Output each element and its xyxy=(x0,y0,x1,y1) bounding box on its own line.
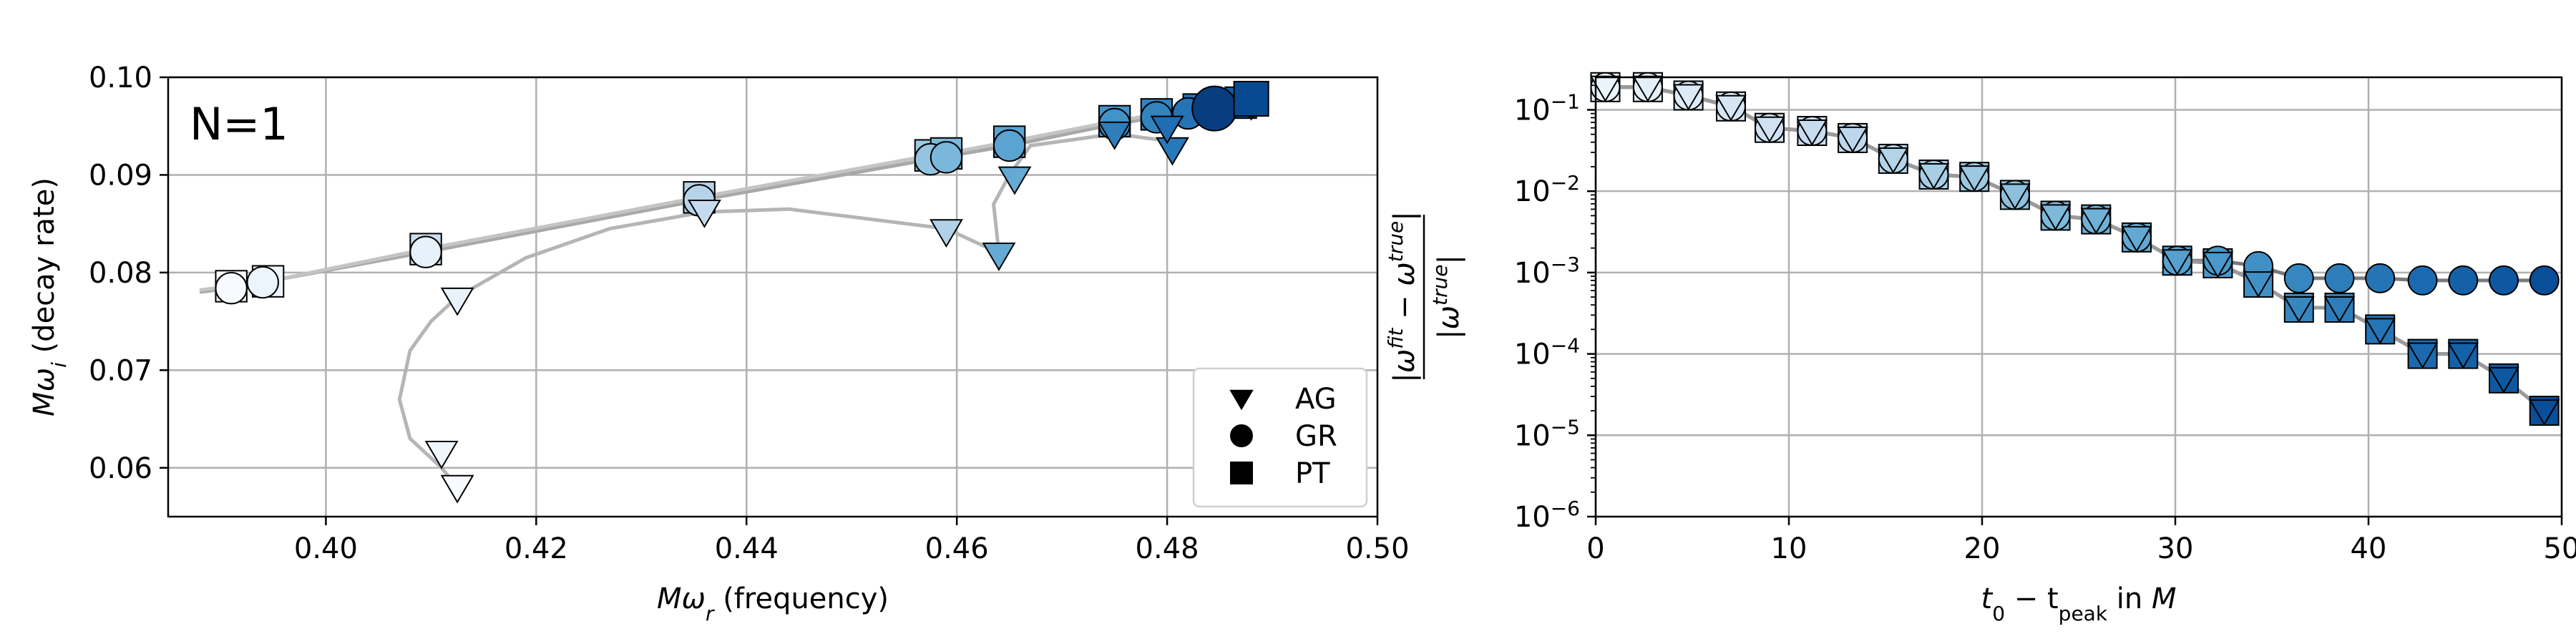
right-point-ag xyxy=(2039,204,2072,231)
right-point-ag xyxy=(1958,165,1990,192)
left-ytick-label: 0.10 xyxy=(89,62,152,94)
right-point-ag xyxy=(2488,366,2519,394)
legend-label-pt: PT xyxy=(1295,457,1330,490)
left-xtick-label: 0.42 xyxy=(504,532,568,565)
left-xtick-label: 0.50 xyxy=(1345,532,1409,565)
left-point-gr xyxy=(215,272,248,305)
left-point-ag xyxy=(424,441,459,469)
left-point-gr xyxy=(1191,85,1238,132)
right-point-ag xyxy=(1999,183,2031,210)
right-point-ag xyxy=(2283,296,2315,323)
right-point-ag xyxy=(1715,94,1747,122)
left-x-axis-label: Mωr (frequency) xyxy=(657,582,889,625)
right-point-ag xyxy=(2121,225,2152,253)
left-point-gr xyxy=(930,141,963,174)
left-xtick-label: 0.46 xyxy=(925,532,989,565)
right-ytick-label: 10−2 xyxy=(1514,171,1580,209)
left-ytick-label: 0.08 xyxy=(89,257,152,290)
legend-label-gr: GR xyxy=(1295,420,1337,453)
right-point-gr xyxy=(2365,263,2396,293)
right-series-ag xyxy=(1589,75,2560,426)
right-point-ag xyxy=(1837,126,1868,153)
left-point-ag xyxy=(1150,115,1184,145)
left-xtick-label: 0.44 xyxy=(715,532,779,565)
right-xtick-label: 40 xyxy=(2351,532,2387,565)
right-y-axis-label: |ωfit − ωtrue||ωtrue| xyxy=(1384,211,1466,382)
left-ytick-label: 0.09 xyxy=(89,159,152,192)
legend-box xyxy=(1192,367,1368,508)
right-point-ag xyxy=(1672,84,1704,111)
legend-label-ag: AG xyxy=(1295,383,1337,416)
left-point-ag xyxy=(982,243,1016,271)
right-point-ag xyxy=(2202,251,2234,278)
left-annotation: N=1 xyxy=(190,98,288,150)
right-point-ag xyxy=(1796,119,1828,146)
right-plot-area xyxy=(1596,77,2562,517)
left-point-ag xyxy=(1098,121,1132,150)
left-point-gr xyxy=(409,235,442,268)
left-xtick-label: 0.48 xyxy=(1136,532,1199,565)
left-point-gr xyxy=(246,265,279,299)
right-point-ag xyxy=(2323,296,2356,323)
left-point-ag xyxy=(688,200,721,228)
left-y-axis-label: Mωi (decay rate) xyxy=(28,177,71,416)
right-xtick-label: 50 xyxy=(2544,532,2576,565)
left-point-ag xyxy=(440,287,474,316)
right-point-gr xyxy=(2324,263,2355,293)
right-point-ag xyxy=(2243,271,2274,298)
right-xtick-label: 10 xyxy=(1771,532,1807,565)
right-point-gr xyxy=(2529,265,2560,296)
legend-marker-gr xyxy=(1230,424,1253,447)
left-point-ag xyxy=(1155,137,1189,166)
right-x-axis-label: t0 − tpeak in M xyxy=(1981,582,2177,625)
right-ytick-label: 10−6 xyxy=(1514,497,1580,535)
left-ytick-label: 0.07 xyxy=(89,354,152,387)
left-axes-frame xyxy=(167,76,1379,518)
left-xtick-label: 0.40 xyxy=(294,532,358,565)
right-ylabel-numerator: |ωfit − ωtrue| xyxy=(1384,211,1422,382)
right-point-gr xyxy=(2407,265,2438,296)
left-point-ag xyxy=(440,474,474,504)
right-point-gr xyxy=(2283,263,2314,293)
legend-marker-pt xyxy=(1230,462,1253,484)
right-point-ag xyxy=(2364,318,2396,345)
left-point-ag xyxy=(997,166,1032,195)
right-chart: 0 10 20 30 40 50 10−6 10−5 10−4 10−3 10−2 10−1 t0 − … xyxy=(1384,72,2576,625)
left-ytick-label: 0.06 xyxy=(89,452,152,485)
legend-marker-ag xyxy=(1229,389,1254,411)
right-point-ag xyxy=(1918,162,1950,190)
right-point-ag xyxy=(2406,342,2439,369)
right-point-ag xyxy=(2080,208,2112,235)
right-point-ag xyxy=(1878,147,1909,174)
right-point-ag xyxy=(1754,116,1785,143)
right-ytick-label: 10−3 xyxy=(1514,252,1580,290)
right-point-gr xyxy=(2448,265,2479,296)
left-series-ag xyxy=(424,92,1269,504)
right-ytick-label: 10−1 xyxy=(1514,89,1580,127)
left-legend: AG GR PT xyxy=(1192,367,1368,508)
left-point-ag xyxy=(930,219,963,248)
right-point-gr xyxy=(2489,265,2519,296)
right-ylabel-denominator: |ωtrue| xyxy=(1428,255,1466,339)
right-xtick-label: 20 xyxy=(1964,532,2001,565)
right-point-ag xyxy=(2447,342,2479,369)
left-chart: 0.40 0.42 0.44 0.46 0.48 0.50 0.06 0.07 0.08 0.09… xyxy=(28,62,1410,625)
right-xtick-label: 0 xyxy=(1586,532,1604,565)
right-ytick-label: 10−5 xyxy=(1514,415,1580,453)
right-point-ag xyxy=(2528,399,2560,426)
right-ytick-label: 10−4 xyxy=(1514,333,1580,371)
right-xtick-label: 30 xyxy=(2157,532,2194,565)
right-point-ag xyxy=(2161,249,2193,276)
left-point-gr xyxy=(992,129,1026,162)
left-point-pt xyxy=(1233,81,1269,117)
